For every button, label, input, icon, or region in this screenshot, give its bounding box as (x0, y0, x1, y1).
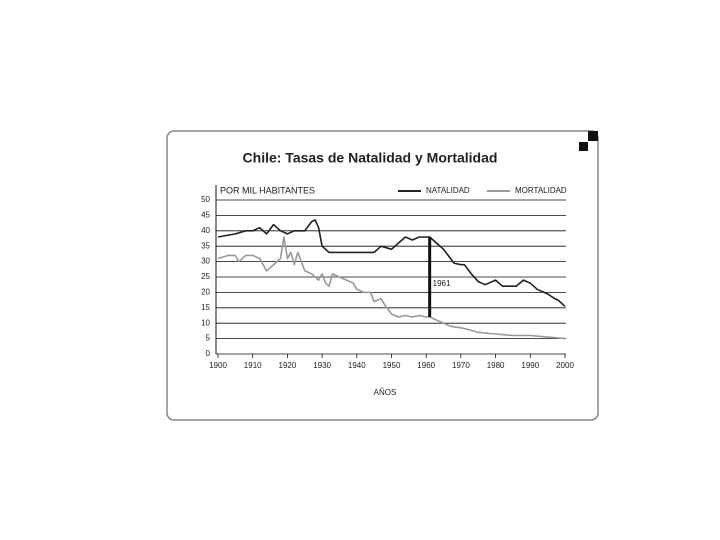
y-tick-label: 45 (201, 211, 210, 220)
x-tick-label: 1930 (313, 361, 331, 370)
x-tick-label: 1990 (521, 361, 539, 370)
y-tick-label: 50 (201, 195, 210, 204)
frame (166, 130, 599, 421)
y-tick-label: 35 (201, 241, 210, 250)
series-line (217, 236, 566, 340)
chart-title: Chile: Tasas de Natalidad y Mortalidad (243, 150, 498, 166)
x-tick-label: 1920 (279, 361, 297, 370)
y-tick-label: 40 (201, 226, 210, 235)
legend-label: NATALIDAD (426, 186, 470, 195)
annotation-label: 1961 (433, 279, 451, 288)
y-tick-label: 25 (201, 272, 210, 281)
y-tick-label: 15 (201, 303, 210, 312)
corner-decoration (588, 131, 598, 141)
corner-decoration (579, 142, 588, 151)
legend-label: MORTALIDAD (515, 186, 567, 195)
x-tick-label: 1960 (417, 361, 435, 370)
y-tick-label: 10 (201, 318, 210, 327)
y-tick-label: 30 (201, 257, 210, 266)
y-tick-label: 20 (201, 288, 210, 297)
x-tick-label: 1940 (348, 361, 366, 370)
x-tick-label: 1910 (244, 361, 262, 370)
y-axis-label: POR MIL HABITANTES (220, 185, 315, 195)
x-tick-label: 1900 (209, 361, 227, 370)
x-tick-label: 1950 (383, 361, 401, 370)
series-line (217, 219, 566, 307)
y-tick-label: 5 (206, 334, 211, 343)
x-tick-label: 1970 (452, 361, 470, 370)
y-tick-label: 0 (206, 349, 211, 358)
x-tick-label: 2000 (556, 361, 574, 370)
x-axis-label: AÑOS (374, 388, 397, 397)
x-tick-label: 1980 (487, 361, 505, 370)
